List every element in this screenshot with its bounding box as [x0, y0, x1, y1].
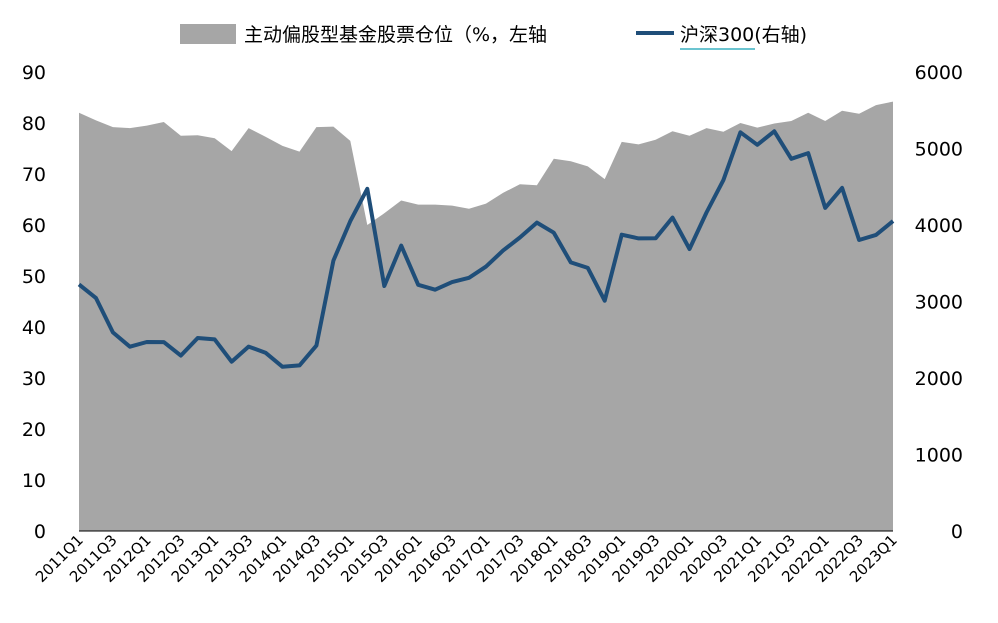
legend: 主动偏股型基金股票仓位（%，左轴 沪深300(右轴) [180, 24, 807, 50]
y-right-tick-label: 3000 [915, 292, 963, 314]
legend-area-label: 主动偏股型基金股票仓位（%，左轴 [244, 24, 547, 46]
y-left-tick-label: 10 [22, 470, 46, 492]
y-left-tick-label: 0 [34, 521, 46, 543]
y-left-tick-label: 90 [22, 62, 46, 84]
y-left-tick-label: 30 [22, 368, 46, 390]
y-left-tick-label: 20 [22, 419, 46, 441]
y-axis-right: 0 1000 2000 3000 4000 5000 6000 [915, 62, 963, 543]
y-left-tick-label: 70 [22, 164, 46, 186]
legend-line-label: 沪深300(右轴) [680, 24, 807, 46]
y-right-tick-label: 1000 [915, 445, 963, 467]
y-right-tick-label: 6000 [915, 62, 963, 84]
y-left-tick-label: 40 [22, 317, 46, 339]
y-right-tick-label: 4000 [915, 215, 963, 237]
line-series-hs300 [77, 129, 895, 369]
legend-area-swatch [180, 24, 236, 44]
y-right-tick-label: 5000 [915, 139, 963, 161]
y-axis-left: 0 10 20 30 40 50 60 70 80 90 [22, 62, 46, 543]
area-series-position [79, 101, 893, 531]
y-right-tick-label: 2000 [915, 368, 963, 390]
y-left-tick-label: 60 [22, 215, 46, 237]
y-left-tick-label: 50 [22, 266, 46, 288]
plot-area [77, 101, 895, 532]
y-left-tick-label: 80 [22, 113, 46, 135]
y-right-tick-label: 0 [951, 521, 963, 543]
x-axis: 2011Q12011Q32012Q12012Q32013Q12013Q32014… [32, 531, 901, 586]
